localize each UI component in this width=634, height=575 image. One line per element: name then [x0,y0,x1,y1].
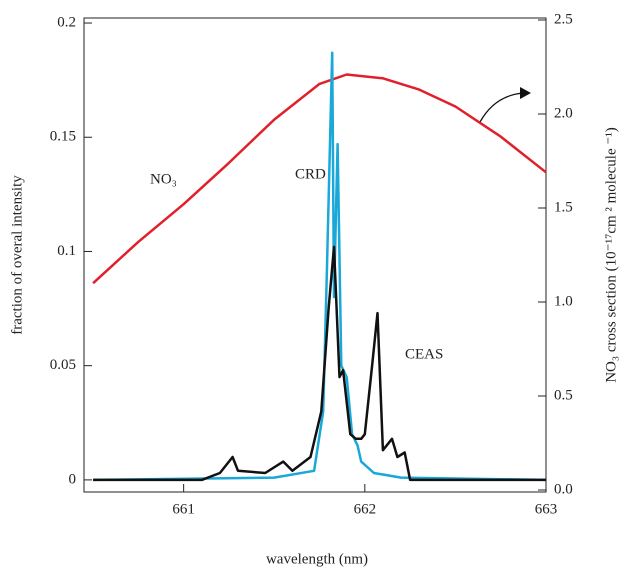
y-tick-label: 0.1 [57,243,76,259]
y2-tick-label: 1.0 [554,293,573,309]
arrow [479,92,525,123]
series-label: CEAS [405,346,443,362]
arrow-head [520,87,531,99]
y2-axis-label: NO₃ cross section (10⁻¹⁷cm ² molecule ⁻¹… [603,127,619,383]
y2-tick-label: 1.5 [554,199,573,215]
x-tick-label: 661 [172,501,195,517]
y2-tick-label: 2.0 [554,105,573,121]
series-label: CRD [295,166,326,182]
series-label: NO₃ [150,171,177,187]
x-tick-label: 662 [354,501,377,517]
y2-tick-label: 0.0 [554,481,573,497]
x-tick-label: 663 [535,501,558,517]
x-axis-label: wavelength (nm) [266,551,368,567]
y-tick-label: 0.05 [50,357,76,373]
y2-tick-label: 0.5 [554,387,573,403]
y-axis-label: fraction of overal intensity [9,175,25,335]
y2-tick-label: 2.5 [554,11,573,27]
plot-frame [83,17,547,493]
y-tick-label: 0.15 [50,129,76,145]
series-line [93,51,547,482]
series-line [93,245,546,482]
y-tick-label: 0 [69,471,77,487]
y-tick-label: 0.2 [57,14,76,30]
